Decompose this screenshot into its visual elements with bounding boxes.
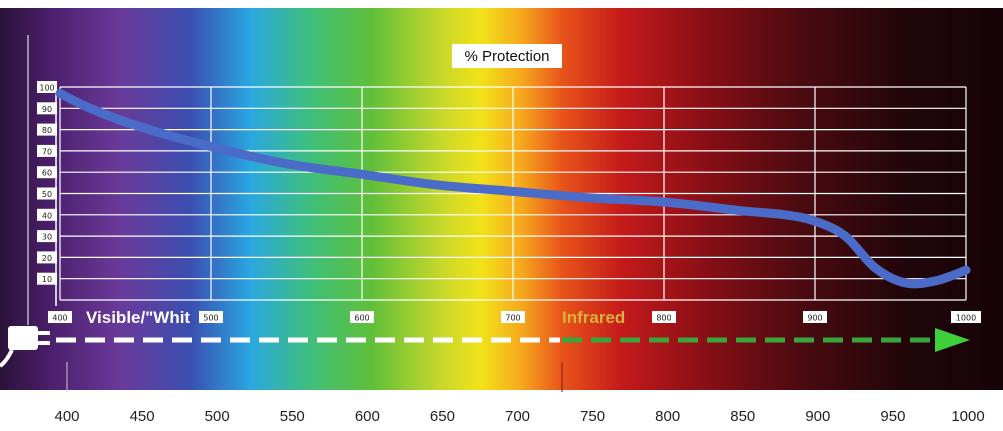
top-x-tick-label: 500 xyxy=(203,314,218,323)
bottom-x-tick-label: 750 xyxy=(580,408,605,425)
y-tick-label: 40 xyxy=(42,211,52,220)
top-x-tick-label: 400 xyxy=(52,314,67,323)
top-x-tick-box xyxy=(501,311,525,323)
protection-curve xyxy=(55,88,971,289)
band-label-infrared: Infrared xyxy=(562,308,625,327)
top-x-tick-label: 900 xyxy=(807,314,822,323)
top-x-tick-label: 1000 xyxy=(956,314,976,323)
y-tick-box xyxy=(37,102,57,115)
top-x-tick-label: 700 xyxy=(505,314,520,323)
top-x-axis: 400 500 600 700 800 900 1000 xyxy=(48,311,981,323)
y-tick-box xyxy=(37,272,57,285)
chart-title-box: % Protection xyxy=(452,44,562,68)
bottom-x-tick-label: 950 xyxy=(880,408,905,425)
y-tick-label: 50 xyxy=(42,190,52,199)
bottom-x-tick-label: 400 xyxy=(54,408,79,425)
top-x-tick-box xyxy=(350,311,374,323)
bottom-x-tick-label: 500 xyxy=(205,408,230,425)
top-x-tick-box xyxy=(951,311,981,323)
top-x-tick-box xyxy=(652,311,676,323)
y-tick-box xyxy=(37,208,57,221)
top-x-tick-box xyxy=(803,311,827,323)
top-x-tick-label: 800 xyxy=(656,314,671,323)
spectrum-background xyxy=(0,8,1003,390)
y-tick-label: 100 xyxy=(39,84,54,93)
bottom-x-tick-label: 550 xyxy=(280,408,305,425)
y-tick-label: 30 xyxy=(42,233,52,242)
y-tick-box xyxy=(37,251,57,264)
plug-icon xyxy=(0,35,50,368)
top-x-tick-box xyxy=(199,311,223,323)
y-tick-label: 20 xyxy=(42,254,52,263)
y-tick-label: 80 xyxy=(42,126,52,135)
y-tick-box xyxy=(37,81,57,93)
band-label-visible: Visible/"Whit xyxy=(86,308,190,327)
bottom-x-tick-label: 900 xyxy=(805,408,830,425)
y-tick-label: 60 xyxy=(42,169,52,178)
bottom-x-tick-label: 600 xyxy=(355,408,380,425)
chart-title: % Protection xyxy=(464,48,549,65)
y-tick-box xyxy=(37,123,57,136)
bottom-x-axis: 400 450 500 550 600 650 700 750 800 850 900 950 1000 xyxy=(54,408,984,425)
y-tick-label: 10 xyxy=(42,275,52,284)
top-x-tick-box xyxy=(48,311,72,323)
y-tick-box xyxy=(37,187,57,200)
bottom-x-tick-label: 650 xyxy=(430,408,455,425)
bottom-x-tick-label: 1000 xyxy=(951,408,984,425)
bottom-x-tick-label: 800 xyxy=(655,408,680,425)
y-tick-box xyxy=(37,144,57,157)
bottom-x-tick-label: 450 xyxy=(130,408,155,425)
grid xyxy=(59,86,967,301)
y-tick-box xyxy=(37,166,57,179)
y-axis: 100 90 80 70 60 50 40 30 20 10 xyxy=(37,81,57,306)
y-tick-box xyxy=(37,230,57,243)
top-x-tick-label: 600 xyxy=(354,314,369,323)
bottom-x-tick-label: 700 xyxy=(505,408,530,425)
bottom-x-tick-label: 850 xyxy=(730,408,755,425)
arrow-head-icon xyxy=(935,328,970,352)
y-tick-label: 90 xyxy=(42,105,52,114)
y-tick-label: 70 xyxy=(42,147,52,156)
